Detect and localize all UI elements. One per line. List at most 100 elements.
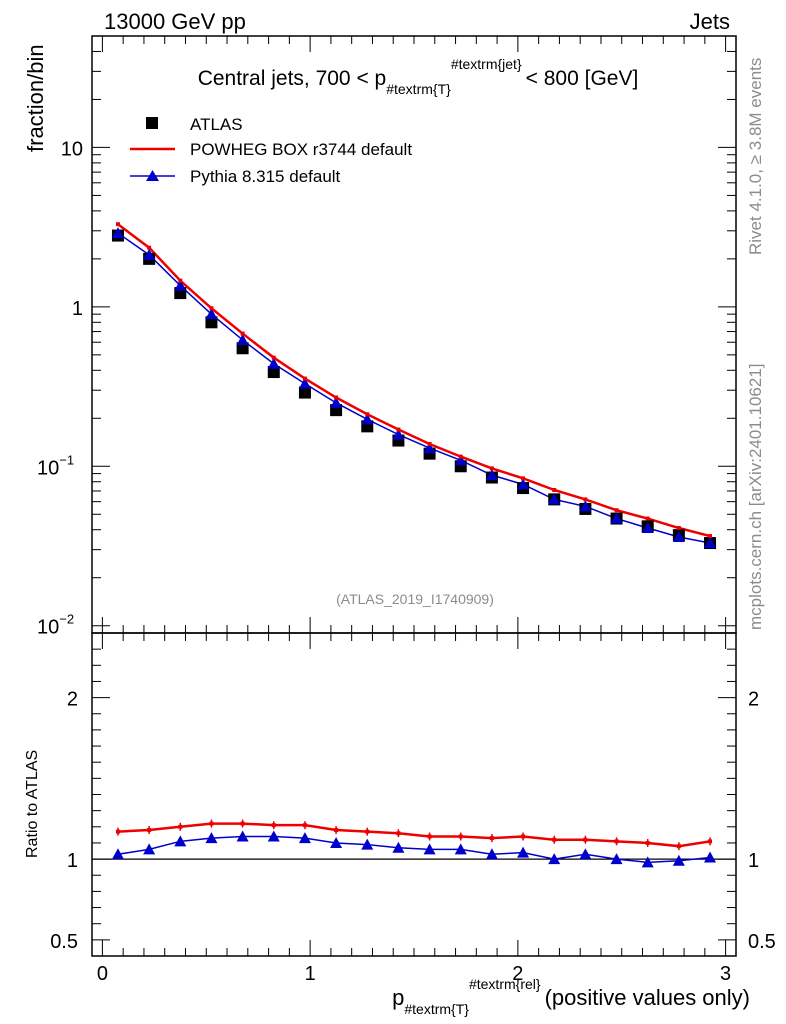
x-title-subscript: #textrm{T}	[404, 1001, 469, 1017]
atlas-point	[298, 386, 311, 399]
powheg-point	[302, 376, 307, 381]
y-tick-base: 10	[37, 617, 59, 639]
pythia-ratio-point	[548, 853, 561, 865]
ratio-series-layer	[111, 819, 717, 868]
powheg-point	[115, 222, 120, 227]
pythia-ratio-point	[361, 838, 374, 850]
powheg-ratio-point	[209, 821, 214, 826]
atlas-point	[236, 342, 249, 355]
powheg-point	[676, 526, 681, 531]
mcplots-source-label: mcplots.cern.ch [arXiv:2401.10621]	[746, 364, 765, 630]
pythia-point	[392, 428, 405, 440]
powheg-ratio-point	[583, 837, 588, 842]
powheg-point	[209, 306, 214, 311]
main-y-tick-label: 10−1	[37, 452, 74, 479]
powheg-ratio-point	[614, 839, 619, 844]
title-prefix: Central jets, 700 < p	[198, 67, 387, 90]
main-axis-ticks	[92, 35, 736, 633]
pythia-point	[330, 396, 343, 408]
ratio-axis-ticks	[92, 632, 736, 957]
powheg-ratio-point	[645, 840, 650, 845]
powheg-ratio-point	[147, 828, 152, 833]
powheg-ratio-point	[240, 821, 245, 826]
pythia-ratio-point	[236, 830, 249, 842]
ratio-y-axis-title: Ratio to ATLAS	[24, 750, 41, 858]
ratio-y-tick-label-left: 1	[67, 850, 78, 872]
x-title-prefix: p	[392, 985, 404, 1010]
powheg-ratio-point	[676, 844, 681, 849]
pythia-ratio-point	[579, 848, 592, 860]
analysis-id-label: (ATLAS_2019_I1740909)	[336, 591, 494, 607]
ratio-y-tick-label-left: 2	[67, 689, 78, 711]
pythia-point	[174, 279, 187, 291]
main-y-tick-label: 1	[72, 298, 83, 320]
powheg-point	[396, 427, 401, 432]
powheg-point	[708, 534, 713, 539]
powheg-ratio-point	[489, 836, 494, 841]
x-tick-label: 3	[720, 963, 731, 985]
powheg-point	[645, 516, 650, 521]
x-title-superscript: #textrm{rel}	[469, 976, 541, 992]
title-subscript: #textrm{T}	[386, 81, 451, 97]
x-title-suffix: (positive values only)	[545, 985, 750, 1010]
pythia-ratio-point	[423, 843, 436, 855]
pythia-point	[610, 512, 623, 524]
main-y-tick-label: 10	[61, 138, 83, 160]
powheg-point	[365, 412, 370, 417]
pythia-point	[267, 357, 280, 369]
pythia-point	[236, 333, 249, 345]
pythia-point	[485, 469, 498, 481]
x-tick-labels: 0 1 2 3	[97, 963, 731, 985]
powheg-point	[334, 395, 339, 400]
pythia-ratio-point	[641, 856, 654, 868]
main-plot-title: Central jets, 700 < p#textrm{T}#textrm{j…	[198, 56, 639, 97]
powheg-line	[117, 223, 711, 538]
atlas-point	[205, 316, 218, 329]
powheg-ratio-point	[458, 834, 463, 839]
rivet-version-label: Rivet 4.1.0, ≥ 3.8M events	[746, 58, 765, 255]
legend-atlas-marker	[146, 117, 158, 129]
powheg-point	[147, 245, 152, 250]
powheg-point	[427, 441, 432, 446]
energy-label: 13000 GeV pp	[104, 9, 246, 34]
legend-pythia-marker	[146, 170, 159, 181]
legend-atlas-label: ATLAS	[190, 115, 243, 134]
powheg-ratio-point	[396, 831, 401, 836]
ratio-plot-frame	[91, 632, 737, 957]
pythia-ratio-point	[298, 832, 311, 844]
pythia-point	[641, 522, 654, 534]
main-y-axis-title: fraction/bin	[23, 44, 48, 152]
pythia-point	[298, 377, 311, 389]
powheg-point	[489, 466, 494, 471]
pythia-ratio-point	[111, 848, 124, 860]
pythia-point	[704, 537, 717, 549]
y-tick-exponent: −1	[59, 452, 74, 467]
pythia-point	[672, 531, 685, 543]
pythia-ratio-point	[143, 843, 156, 855]
pythia-ratio-point	[392, 841, 405, 853]
legend: ATLAS POWHEG BOX r3744 default Pythia 8.…	[130, 115, 412, 186]
powheg-point	[458, 454, 463, 459]
ratio-y-tick-label-left: 0.5	[50, 931, 78, 953]
x-tick-label: 0	[97, 963, 108, 985]
powheg-point	[521, 476, 526, 481]
pythia-point	[205, 308, 218, 320]
main-y-tick-label: 10−2	[37, 612, 74, 639]
powheg-point	[614, 508, 619, 513]
x-tick-label: 1	[305, 963, 316, 985]
powheg-ratio-line	[117, 822, 711, 848]
powheg-point	[583, 497, 588, 502]
pythia-point	[423, 442, 436, 454]
powheg-point	[271, 355, 276, 360]
pythia-ratio-point	[330, 836, 343, 848]
ratio-y-tick-labels: 2 2 1 1 0.5 0.5	[50, 689, 776, 953]
pythia-point	[548, 493, 561, 505]
pythia-ratio-point	[267, 830, 280, 842]
pythia-point	[143, 248, 156, 260]
legend-pythia-label: Pythia 8.315 default	[190, 167, 341, 186]
legend-powheg-label: POWHEG BOX r3744 default	[190, 140, 412, 159]
pythia-ratio-point	[672, 854, 685, 866]
powheg-point	[240, 331, 245, 336]
pythia-point	[454, 454, 467, 466]
